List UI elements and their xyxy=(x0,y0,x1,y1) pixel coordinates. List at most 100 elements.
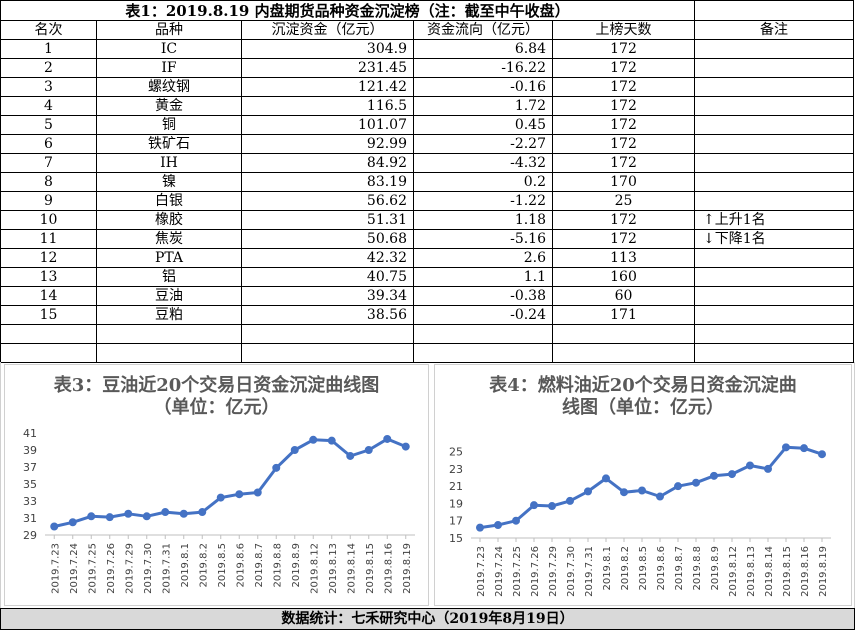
x-tick-label: 2019.8.6 xyxy=(235,543,246,588)
cell-note xyxy=(694,191,854,211)
cell-flow: -4.32 xyxy=(413,153,553,173)
blank-cell xyxy=(241,324,414,344)
data-point xyxy=(476,523,484,532)
cell-name: 白银 xyxy=(96,191,242,211)
x-tick-label: 2019.8.19 xyxy=(818,546,829,597)
x-tick-label: 2019.8.7 xyxy=(254,543,265,588)
cell-name: IH xyxy=(96,153,242,173)
series-line xyxy=(479,445,823,530)
cell-note xyxy=(694,248,854,268)
data-point xyxy=(818,450,826,459)
x-tick-label: 2019.8.12 xyxy=(728,546,739,597)
table-row: 1 IC 304.9 6.84 172 xyxy=(0,39,854,59)
y-tick-label: 41 xyxy=(23,427,37,440)
cell-flow: -0.24 xyxy=(413,305,553,325)
x-tick-label: 2019.8.1 xyxy=(180,543,191,588)
table-row: 4 黄金 116.5 1.72 172 xyxy=(0,96,854,116)
header-amount: 沉淀资金（亿元） xyxy=(241,20,414,40)
fuel-oil-chart-title: 表4：燃料油近20个交易日资金沉淀曲 线图（单位：亿元） xyxy=(435,375,851,419)
cell-days: 172 xyxy=(552,210,695,230)
y-tick-label: 19 xyxy=(449,497,463,510)
cell-flow: -0.38 xyxy=(413,286,553,306)
table-row: 10 橡胶 51.31 1.18 172 ↑上升1名 xyxy=(0,210,854,230)
data-point xyxy=(602,474,610,483)
data-point xyxy=(566,496,574,505)
title-blank-cell xyxy=(694,0,854,21)
data-point xyxy=(710,471,718,480)
chart-title-line: （单位：亿元） xyxy=(153,397,280,418)
cell-days: 172 xyxy=(552,96,695,116)
table-row: 7 IH 84.92 -4.32 172 xyxy=(0,153,854,173)
data-point xyxy=(198,508,207,517)
data-point xyxy=(401,442,410,451)
table-row: 5 铜 101.07 0.45 172 xyxy=(0,115,854,135)
cell-days: 25 xyxy=(552,191,695,211)
cell-amount: 84.92 xyxy=(241,153,414,173)
x-tick-label: 2019.8.19 xyxy=(402,543,413,594)
table-row: 9 白银 56.62 -1.22 25 xyxy=(0,191,854,211)
x-tick-label: 2019.8.14 xyxy=(346,543,357,594)
cell-flow: -2.27 xyxy=(413,134,553,154)
data-point xyxy=(346,451,355,460)
soybean-oil-chart-title: 表3：豆油近20个交易日资金沉淀曲线图 （单位：亿元） xyxy=(5,375,428,419)
header-days: 上榜天数 xyxy=(552,20,695,40)
cell-flow: -0.16 xyxy=(413,77,553,97)
cell-rank: 1 xyxy=(0,39,97,59)
x-tick-label: 2019.8.2 xyxy=(198,543,209,588)
cell-name: 铁矿石 xyxy=(96,134,242,154)
cell-rank: 6 xyxy=(0,134,97,154)
data-point xyxy=(692,478,700,487)
cell-note xyxy=(694,286,854,306)
cell-name: 铜 xyxy=(96,115,242,135)
blank-cell xyxy=(694,343,854,363)
blank-cell xyxy=(0,343,97,363)
fuel-oil-chart: 表4：燃料油近20个交易日资金沉淀曲 线图（单位：亿元） 15 17 19 21 23 2… xyxy=(434,364,852,606)
x-tick-label: 2019.7.31 xyxy=(584,546,595,597)
cell-days: 172 xyxy=(552,134,695,154)
x-tick-label: 2019.7.29 xyxy=(124,543,135,594)
table-row: 2 IF 231.45 -16.22 172 xyxy=(0,58,854,78)
cell-amount: 231.45 xyxy=(241,58,414,78)
cell-days: 172 xyxy=(552,58,695,78)
y-tick-label: 29 xyxy=(23,529,37,542)
cell-rank: 12 xyxy=(0,248,97,268)
x-tick-label: 2019.8.5 xyxy=(217,543,228,588)
cell-rank: 9 xyxy=(0,191,97,211)
table-row: 8 镍 83.19 0.2 170 xyxy=(0,172,854,192)
data-point xyxy=(638,486,646,495)
cell-days: 172 xyxy=(552,229,695,249)
cell-days: 172 xyxy=(552,39,695,59)
cell-name: 螺纹钢 xyxy=(96,77,242,97)
y-tick-label: 31 xyxy=(23,512,37,525)
cell-flow: 2.6 xyxy=(413,248,553,268)
table-row: 14 豆油 39.34 -0.38 60 xyxy=(0,286,854,306)
x-tick-label: 2019.8.7 xyxy=(674,546,685,591)
chart-title-line: 表3：豆油近20个交易日资金沉淀曲线图 xyxy=(53,375,380,396)
cell-days: 172 xyxy=(552,153,695,173)
cell-note xyxy=(694,305,854,325)
data-point xyxy=(782,443,790,452)
soybean-oil-chart: 表3：豆油近20个交易日资金沉淀曲线图 （单位：亿元） 29 31 33 35 37 39… xyxy=(4,364,429,606)
x-tick-label: 2019.8.8 xyxy=(272,543,283,588)
x-tick-label: 2019.8.9 xyxy=(291,543,302,588)
blank-cell xyxy=(552,324,695,344)
data-point xyxy=(272,463,281,472)
header-note: 备注 xyxy=(694,20,854,40)
x-tick-label: 2019.8.15 xyxy=(782,546,793,597)
cell-flow: 0.45 xyxy=(413,115,553,135)
cell-amount: 92.99 xyxy=(241,134,414,154)
cell-note xyxy=(694,134,854,154)
blank-cell xyxy=(96,324,242,344)
x-tick-label: 2019.8.15 xyxy=(365,543,376,594)
data-point xyxy=(364,446,373,454)
cell-flow: 1.1 xyxy=(413,267,553,287)
cell-days: 170 xyxy=(552,172,695,192)
soybean-oil-plot: 29 31 33 35 37 39 41 2019.7.23 2019.7.24 2019.7.2… xyxy=(23,427,415,594)
cell-name: PTA xyxy=(96,248,242,268)
y-tick-label: 35 xyxy=(23,478,37,491)
x-tick-label: 2019.7.24 xyxy=(494,546,505,597)
cell-amount: 38.56 xyxy=(241,305,414,325)
y-tick-label: 37 xyxy=(23,461,37,474)
cell-rank: 13 xyxy=(0,267,97,287)
cell-days: 160 xyxy=(552,267,695,287)
